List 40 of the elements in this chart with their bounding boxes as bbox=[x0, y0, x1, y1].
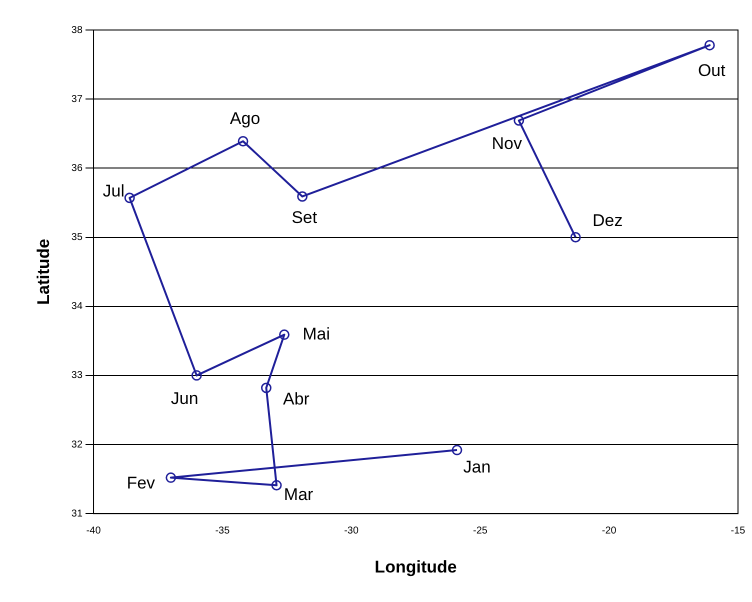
y-tick-label: 35 bbox=[71, 232, 83, 244]
point bbox=[271, 480, 282, 491]
annotation: Nov bbox=[492, 134, 522, 154]
point bbox=[191, 370, 202, 381]
annotation: Ago bbox=[230, 108, 260, 128]
y-tick-label: 32 bbox=[71, 439, 83, 450]
point bbox=[514, 115, 524, 126]
annotation: Jul bbox=[102, 182, 124, 201]
point bbox=[297, 191, 308, 202]
point bbox=[260, 382, 272, 394]
y-axis-title: Latitude bbox=[34, 238, 53, 305]
annotation: Abr bbox=[283, 390, 310, 409]
point bbox=[279, 329, 290, 340]
point bbox=[452, 444, 462, 456]
point bbox=[704, 40, 715, 50]
y-tick-label: 34 bbox=[71, 301, 83, 312]
annotation: Out bbox=[698, 60, 726, 80]
annotation: Dez bbox=[592, 210, 623, 230]
annotation: Fev bbox=[126, 473, 156, 492]
annotation: Set bbox=[292, 208, 318, 228]
x-tick-label: -15 bbox=[730, 525, 746, 536]
x-tick-label: -25 bbox=[472, 525, 488, 536]
annotation: Jun bbox=[170, 389, 198, 408]
y-tick-label: 31 bbox=[71, 508, 83, 520]
x-tick-label: -30 bbox=[344, 525, 359, 536]
x-tick-label: -35 bbox=[215, 525, 230, 536]
y-tick-label: 33 bbox=[71, 370, 83, 382]
x-tick-label: -40 bbox=[86, 525, 102, 536]
point bbox=[124, 192, 135, 204]
point bbox=[166, 472, 176, 483]
y-tick-label: 37 bbox=[71, 94, 83, 105]
x-axis-title: Longitude bbox=[374, 557, 457, 576]
y-tick-label: 38 bbox=[71, 24, 83, 36]
annotation: Mar bbox=[284, 484, 314, 504]
point bbox=[238, 136, 248, 146]
x-tick-label: -20 bbox=[602, 525, 617, 536]
y-tick-label: 36 bbox=[71, 162, 83, 174]
point bbox=[570, 232, 581, 243]
annotation: Jan bbox=[463, 458, 491, 477]
annotation: Mai bbox=[302, 324, 330, 344]
